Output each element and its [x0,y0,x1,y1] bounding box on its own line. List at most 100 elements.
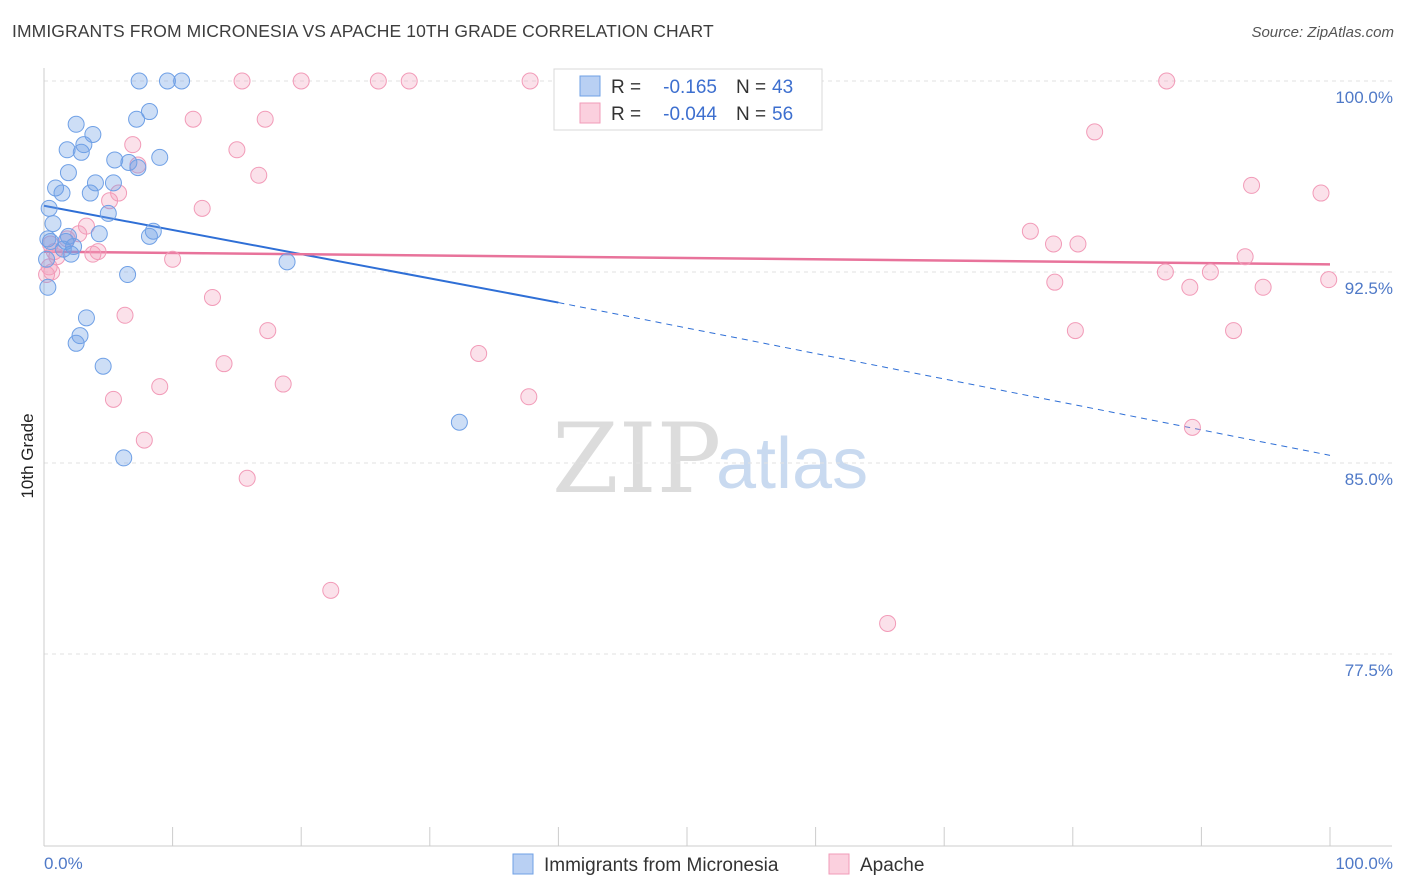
point-apache [400,72,418,90]
series-legend-label-apache: Apache [860,855,924,876]
legend-swatch-blue [579,75,601,97]
series-legend: Immigrants from Micronesia Apache [512,853,924,876]
y-tick-label: 77.5% [1345,661,1393,680]
point-micronesia [39,230,57,248]
watermark: ZIP atlas [552,403,868,515]
y-tick-label: 92.5% [1345,279,1393,298]
x-tick-label-min: 0.0% [44,854,83,873]
point-micronesia [173,72,191,90]
point-apache [215,355,233,373]
point-apache [203,288,221,306]
point-micronesia [44,215,62,233]
point-apache [184,110,202,128]
y-tick-label: 85.0% [1345,470,1393,489]
legend-n-label-blue: N = [736,77,766,98]
source-credit: Source: ZipAtlas.com [1251,24,1394,41]
point-apache [193,199,211,217]
point-micronesia [119,266,137,284]
point-apache [1312,184,1330,202]
point-micronesia [115,449,133,467]
point-apache [1201,263,1219,281]
point-micronesia [40,199,58,217]
x-tick-label-max: 100.0% [1335,854,1393,873]
point-micronesia [39,278,57,296]
data-points [38,72,1338,632]
point-apache [101,192,119,210]
legend-swatch-pink [579,102,601,124]
point-apache [1320,271,1338,289]
point-apache [233,72,251,90]
point-micronesia [94,357,112,375]
watermark-atlas: atlas [716,424,868,504]
point-micronesia [58,141,76,159]
point-micronesia [158,72,176,90]
point-micronesia [140,103,158,121]
point-apache [164,250,182,268]
point-apache [521,72,539,90]
point-apache [1236,248,1254,266]
point-apache [1086,123,1104,141]
point-apache [228,141,246,159]
point-apache [104,390,122,408]
point-micronesia [151,148,169,166]
point-micronesia [59,227,77,245]
point-micronesia [53,184,71,202]
point-micronesia [450,413,468,431]
legend-n-value-pink: 56 [772,104,793,125]
point-apache [369,72,387,90]
point-apache [1046,273,1064,291]
series-legend-swatch-apache [828,853,850,875]
point-micronesia [99,204,117,222]
point-micronesia [106,151,124,169]
point-apache [1243,176,1261,194]
series-legend-label-micronesia: Immigrants from Micronesia [544,855,779,876]
point-apache [238,469,256,487]
gridlines [44,80,1392,655]
point-apache [124,136,142,154]
point-apache [274,375,292,393]
point-micronesia [67,334,85,352]
point-apache [151,378,169,396]
point-apache [520,388,538,406]
y-tick-labels: 100.0% 92.5% 85.0% 77.5% [1335,88,1393,680]
point-apache [89,243,107,261]
y-tick-label: 100.0% [1335,88,1393,107]
point-apache [1225,322,1243,340]
point-apache [1254,278,1272,296]
point-apache [1021,222,1039,240]
point-apache [250,166,268,184]
point-micronesia [104,174,122,192]
point-micronesia [128,110,146,128]
point-micronesia [81,184,99,202]
point-apache [259,322,277,340]
point-micronesia [140,227,158,245]
point-micronesia [72,143,90,161]
legend-n-label-pink: N = [736,104,766,125]
legend-r-label-blue: R = [611,77,641,98]
point-micronesia [65,238,83,256]
point-micronesia [71,327,89,345]
point-apache [1066,322,1084,340]
point-apache [1156,263,1174,281]
point-micronesia [130,72,148,90]
legend-r-label-pink: R = [611,104,641,125]
point-micronesia [86,174,104,192]
point-apache [256,110,274,128]
x-tick-marks [43,827,1331,846]
point-apache [116,306,134,324]
point-micronesia [120,153,138,171]
point-apache [322,581,340,599]
point-micronesia [90,225,108,243]
trend-lines [43,204,1331,456]
legend-n-value-blue: 43 [772,77,793,98]
y-axis-label: 10th Grade [18,413,37,498]
trend-line-apache [43,250,1331,266]
watermark-zip: ZIP [552,403,721,515]
chart-title: IMMIGRANTS FROM MICRONESIA VS APACHE 10T… [12,21,714,41]
point-apache [470,344,488,362]
series-legend-swatch-micronesia [512,853,534,875]
legend-r-value-blue: -0.165 [663,77,717,98]
point-apache [292,72,310,90]
point-apache [135,431,153,449]
